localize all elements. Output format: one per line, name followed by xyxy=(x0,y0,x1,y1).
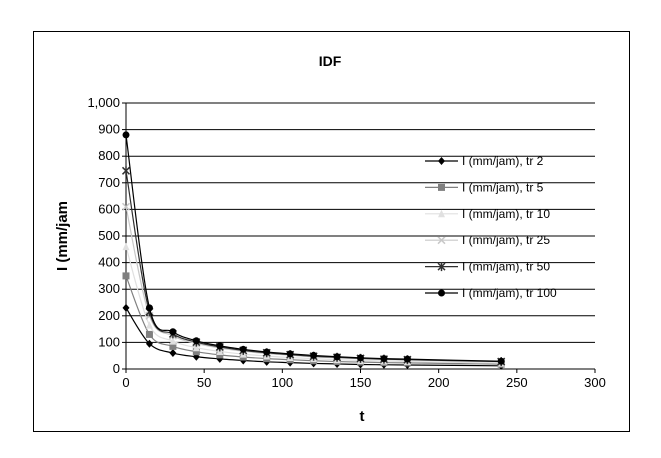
legend-label: I (mm/jam), tr 5 xyxy=(462,180,544,194)
data-point xyxy=(145,339,153,348)
legend-item-6: I (mm/jam), tr 100 xyxy=(425,286,557,300)
x-tick-label: 300 xyxy=(584,375,606,390)
series-group xyxy=(121,131,506,370)
data-point xyxy=(403,355,411,363)
legend-label: I (mm/jam), tr 50 xyxy=(462,260,550,274)
y-tick-label: 1,000 xyxy=(87,95,120,110)
x-tick-label: 250 xyxy=(506,375,528,390)
series-6 xyxy=(122,131,505,365)
legend-label: I (mm/jam), tr 2 xyxy=(462,154,544,168)
legend-marker xyxy=(437,236,446,245)
data-point xyxy=(121,166,131,176)
data-point xyxy=(380,355,388,363)
data-point xyxy=(239,345,247,353)
legend-label: I (mm/jam), tr 25 xyxy=(462,233,550,247)
x-tick-label: 50 xyxy=(197,375,211,390)
y-tick-label: 800 xyxy=(98,148,120,163)
y-tick-label: 400 xyxy=(98,255,120,270)
data-point xyxy=(192,337,200,345)
data-point xyxy=(216,342,224,350)
data-point xyxy=(122,272,130,280)
data-point xyxy=(263,348,271,356)
series-4 xyxy=(121,202,506,366)
data-point xyxy=(333,353,341,361)
data-point xyxy=(169,328,177,336)
legend-item-2: I (mm/jam), tr 5 xyxy=(425,180,544,194)
data-point xyxy=(121,202,131,211)
y-tick-label: 900 xyxy=(98,122,120,137)
legend-item-4: I (mm/jam), tr 25 xyxy=(425,233,550,247)
legend-item-3: I (mm/jam), tr 10 xyxy=(425,207,550,221)
data-point xyxy=(497,357,505,365)
data-point xyxy=(192,343,200,352)
y-tick-label: 500 xyxy=(98,228,120,243)
legend-label: I (mm/jam), tr 10 xyxy=(462,207,550,221)
data-point xyxy=(145,304,153,312)
data-point xyxy=(310,351,318,359)
data-point xyxy=(145,330,153,338)
data-point xyxy=(169,337,177,345)
y-tick-label: 600 xyxy=(98,201,120,216)
data-point xyxy=(122,242,130,251)
data-point xyxy=(122,131,130,139)
data-point xyxy=(145,321,153,329)
data-point xyxy=(169,349,177,358)
series-line xyxy=(125,134,502,362)
legend-marker xyxy=(438,209,445,218)
y-tick-label: 300 xyxy=(98,281,120,296)
x-tick-label: 0 xyxy=(122,375,129,390)
data-point xyxy=(122,303,130,312)
y-tick-label: 700 xyxy=(98,175,120,190)
y-tick-label: 0 xyxy=(113,361,120,376)
tick-labels: 0 100 200 300 400 500 600 700 800 900 1,000 0 50 100 1… xyxy=(87,95,605,390)
data-point xyxy=(286,350,294,358)
axes xyxy=(122,102,596,373)
legend-marker xyxy=(438,183,445,191)
y-tick-label: 200 xyxy=(98,308,120,323)
gridlines xyxy=(126,102,595,343)
data-point xyxy=(192,348,200,356)
legend-label: I (mm/jam), tr 100 xyxy=(462,286,557,300)
legend: I (mm/jam), tr 2 I (mm/jam), tr 5 I (mm/ja… xyxy=(425,154,557,300)
legend-marker xyxy=(438,289,445,297)
data-point xyxy=(169,342,177,350)
x-tick-label: 150 xyxy=(350,375,372,390)
legend-item-1: I (mm/jam), tr 2 xyxy=(425,154,544,168)
x-tick-label: 100 xyxy=(271,375,293,390)
chart-title: IDF xyxy=(319,53,342,69)
y-axis-label: I (mm/jam xyxy=(54,201,71,271)
data-point xyxy=(357,354,364,362)
legend-marker xyxy=(438,157,445,165)
legend-item-5: I (mm/jam), tr 50 xyxy=(425,260,550,274)
x-axis-label: t xyxy=(360,408,365,425)
x-tick-label: 200 xyxy=(428,375,450,390)
chart-frame xyxy=(33,31,630,432)
y-tick-label: 100 xyxy=(98,334,120,349)
legend-marker xyxy=(437,262,446,272)
